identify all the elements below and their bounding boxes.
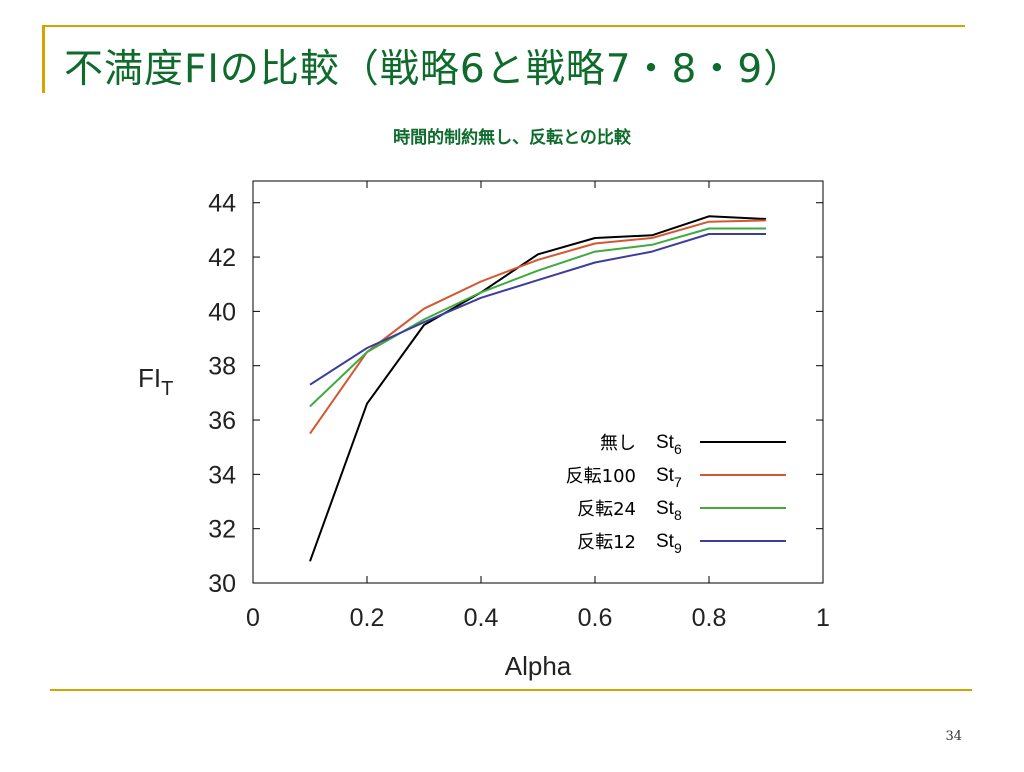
y-tick-label: 44 [208,190,236,218]
legend-series-label: St6 [656,432,682,457]
y-tick-label: 36 [208,407,236,435]
legend-series-name: 反転100 [566,466,636,487]
page-number: 34 [945,729,962,744]
legend-label-sub: 8 [674,507,682,523]
x-tick-label: 0.4 [464,604,499,632]
x-axis-label: Alpha [505,651,572,681]
x-tick-label: 0.8 [692,604,727,632]
legend-label-main: St [656,465,675,486]
axes: 0 0.2 0.4 0.6 0.8 1 30 32 34 36 38 40 42 44 [208,181,830,632]
legend-label-main: St [656,531,675,552]
legend-series-label: St8 [656,498,682,523]
y-tick-label: 30 [208,570,236,598]
y-axis-label-main: FI [138,363,161,393]
legend-series-name: 反転12 [577,532,636,553]
y-axis-label: FIT [138,363,173,400]
legend-label-sub: 9 [674,540,682,556]
footer-rule [50,689,972,691]
y-tick-label: 38 [208,353,236,381]
legend-label-sub: 6 [674,441,682,457]
x-tick-label: 0 [246,604,260,632]
legend-label-main: St [656,432,675,453]
y-tick-label: 42 [208,244,236,272]
series-line [309,227,766,408]
plot-frame [252,180,824,584]
legend-series-name: 無し [600,433,636,454]
title-accent-bar [42,25,45,93]
legend-label-main: St [656,498,675,519]
x-tick-label: 0.2 [350,604,385,632]
series-line [309,219,767,435]
y-tick-label: 32 [208,516,236,544]
series-line [309,215,767,562]
y-tick-label: 40 [208,298,236,326]
series-line [309,233,766,386]
legend-series-label: St7 [656,465,682,490]
x-tick-label: 0.6 [578,604,613,632]
y-axis-label-sub: T [161,378,173,400]
title-rule [42,25,965,27]
legend-series-name: 反転24 [577,499,636,520]
legend-series-label: St9 [656,531,682,556]
chart-title: 時間的制約無し、反転との比較 [393,127,632,148]
x-tick-label: 1 [816,604,830,632]
series-lines [309,215,767,562]
legend-label-sub: 7 [674,474,682,490]
y-tick-label: 34 [208,461,236,489]
slide-title: 不満度FIの比較（戦略6と戦略7・8・9） [64,47,804,92]
